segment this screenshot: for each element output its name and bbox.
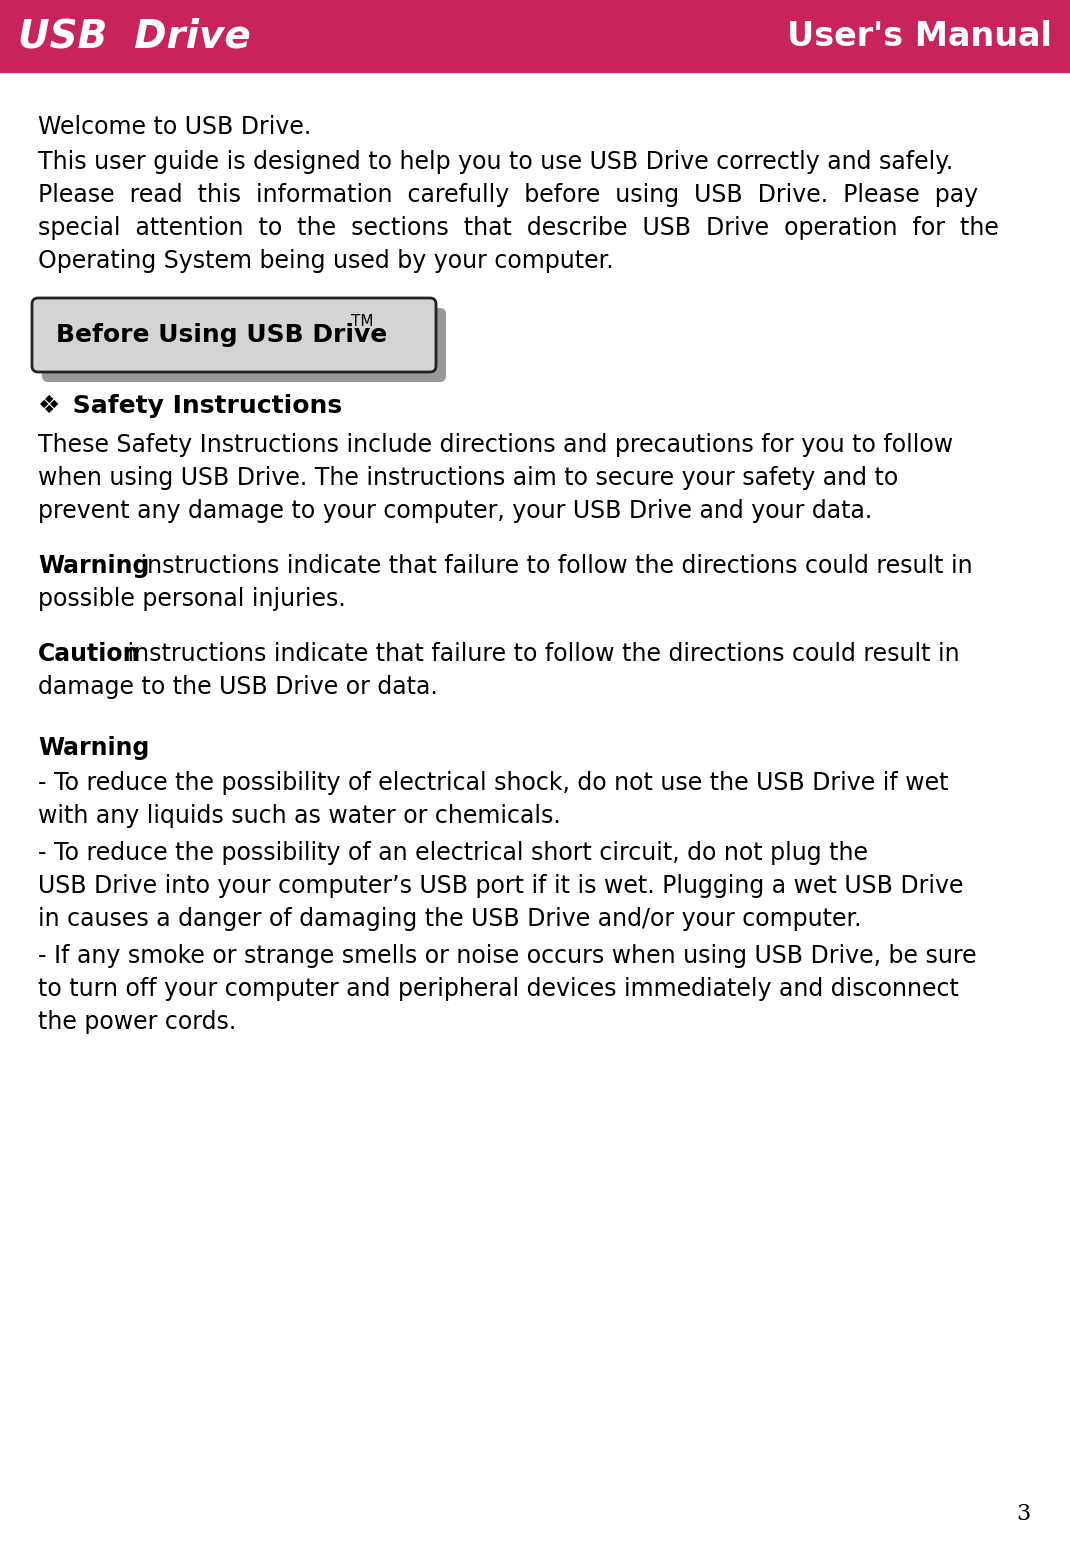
Text: instructions indicate that failure to follow the directions could result in: instructions indicate that failure to fo… xyxy=(133,554,973,578)
Text: Please  read  this  information  carefully  before  using  USB  Drive.  Please  : Please read this information carefully b… xyxy=(39,183,978,207)
Text: the power cords.: the power cords. xyxy=(39,1009,236,1034)
Text: possible personal injuries.: possible personal injuries. xyxy=(39,587,346,610)
Text: Operating System being used by your computer.: Operating System being used by your comp… xyxy=(39,248,613,273)
FancyBboxPatch shape xyxy=(32,298,435,373)
FancyBboxPatch shape xyxy=(42,307,446,382)
Text: - If any smoke or strange smells or noise occurs when using USB Drive, be sure: - If any smoke or strange smells or nois… xyxy=(39,944,977,968)
Text: Before Using USB Drive: Before Using USB Drive xyxy=(56,323,387,346)
Text: Warning: Warning xyxy=(39,736,150,759)
Text: prevent any damage to your computer, your USB Drive and your data.: prevent any damage to your computer, you… xyxy=(39,499,872,523)
Text: USB Drive into your computer’s USB port if it is wet. Plugging a wet USB Drive: USB Drive into your computer’s USB port … xyxy=(39,874,963,898)
Text: Warning: Warning xyxy=(39,554,150,578)
Text: Welcome to USB Drive.: Welcome to USB Drive. xyxy=(39,115,311,140)
Text: instructions indicate that failure to follow the directions could result in: instructions indicate that failure to fo… xyxy=(120,641,960,666)
Text: - To reduce the possibility of electrical shock, do not use the USB Drive if wet: - To reduce the possibility of electrica… xyxy=(39,770,948,795)
Text: to turn off your computer and peripheral devices immediately and disconnect: to turn off your computer and peripheral… xyxy=(39,977,959,1002)
Text: Safety Instructions: Safety Instructions xyxy=(64,394,342,418)
Text: when using USB Drive. The instructions aim to secure your safety and to: when using USB Drive. The instructions a… xyxy=(39,466,898,491)
Text: special  attention  to  the  sections  that  describe  USB  Drive  operation  fo: special attention to the sections that d… xyxy=(39,216,999,241)
Text: User's Manual: User's Manual xyxy=(788,20,1052,53)
Text: TM: TM xyxy=(351,314,373,329)
Text: ❖: ❖ xyxy=(39,394,60,418)
Text: USB  Drive: USB Drive xyxy=(18,17,250,54)
Text: Caution: Caution xyxy=(39,641,140,666)
Text: - To reduce the possibility of an electrical short circuit, do not plug the: - To reduce the possibility of an electr… xyxy=(39,842,868,865)
Text: These Safety Instructions include directions and precautions for you to follow: These Safety Instructions include direct… xyxy=(39,433,953,457)
Text: This user guide is designed to help you to use USB Drive correctly and safely.: This user guide is designed to help you … xyxy=(39,151,953,174)
Text: in causes a danger of damaging the USB Drive and/or your computer.: in causes a danger of damaging the USB D… xyxy=(39,907,861,930)
Text: damage to the USB Drive or data.: damage to the USB Drive or data. xyxy=(39,676,438,699)
Text: 3: 3 xyxy=(1015,1503,1030,1525)
Text: with any liquids such as water or chemicals.: with any liquids such as water or chemic… xyxy=(39,804,561,828)
